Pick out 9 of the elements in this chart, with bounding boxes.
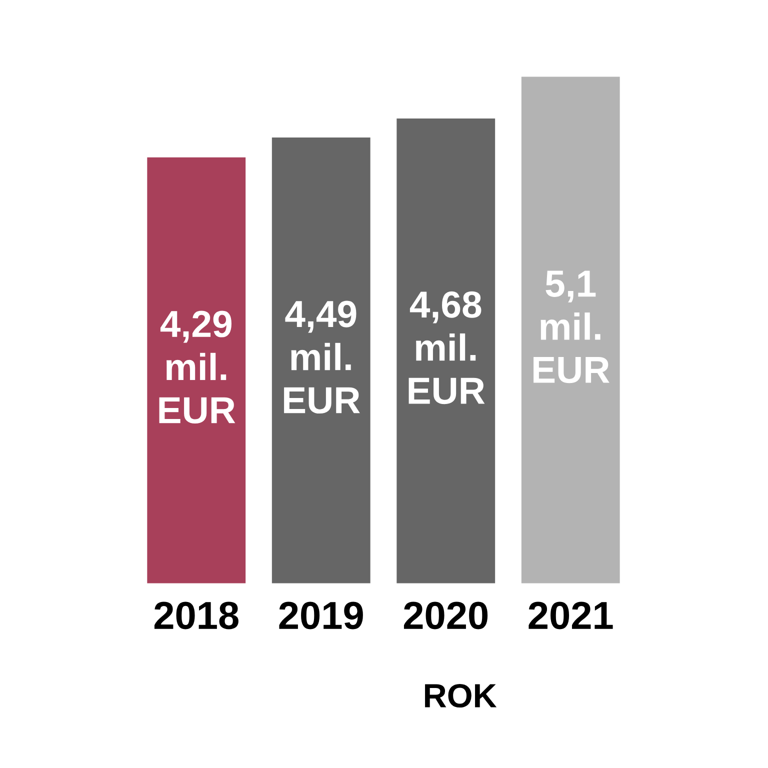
x-tick-label: 2019: [279, 602, 363, 630]
data-label: 4,49 mil. EUR: [284, 300, 360, 414]
data-label: 4,29 mil. EUR: [159, 310, 236, 424]
x-tick-label: 2021: [528, 602, 613, 630]
data-label: 4,68 mil. EUR: [408, 291, 485, 404]
data-label: 5,1 mil. EUR: [534, 270, 610, 384]
x-tick-label: 2020: [404, 602, 488, 630]
x-tick-label: 2018: [154, 602, 238, 630]
x-axis-title: ROK: [425, 684, 497, 708]
